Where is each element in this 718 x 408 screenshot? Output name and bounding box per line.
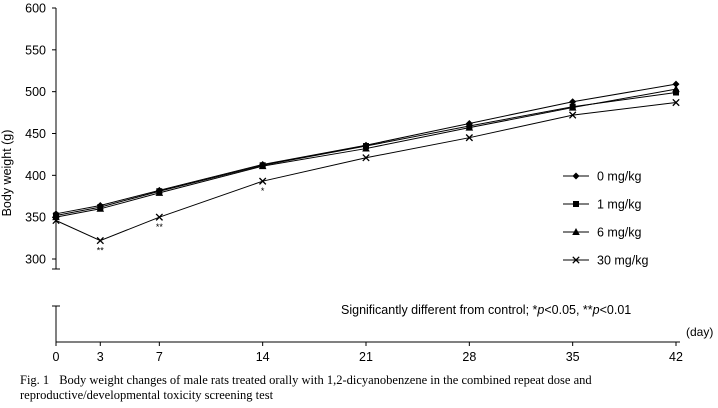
legend-label: 30 mg/kg: [597, 254, 648, 268]
x-tick-label: 7: [156, 350, 163, 364]
data-point: [96, 236, 104, 245]
y-tick-label: 550: [25, 43, 46, 57]
chart-legend: 0 mg/kg 1 mg/kg 6 mg/kg 30 mg/kg: [563, 170, 648, 268]
y-tick-label: 600: [25, 2, 46, 16]
data-point: [672, 85, 680, 93]
legend-item: 30 mg/kg: [563, 254, 648, 268]
x-tick-label: 21: [359, 350, 373, 364]
y-tick-label: 450: [25, 127, 46, 141]
significance-note: Significantly different from control; *p…: [341, 303, 631, 317]
significance-mark: **: [156, 222, 164, 232]
data-point: [155, 213, 163, 221]
legend-label: 6 mg/kg: [597, 226, 642, 240]
data-point: [465, 123, 474, 131]
data-point: [96, 204, 105, 212]
x-marker-stroke: [362, 154, 370, 162]
x-marker-stroke: [259, 177, 267, 185]
data-point: [569, 111, 577, 119]
significance-mark: **: [97, 246, 105, 256]
data-point: [673, 89, 679, 96]
data-point: [672, 98, 680, 107]
x-tick-label: 14: [256, 350, 270, 364]
data-point: [259, 177, 267, 185]
x-marker-stroke: [569, 111, 577, 119]
data-point: [155, 188, 164, 196]
x-marker-stroke: [96, 236, 104, 245]
legend-item: 6 mg/kg: [563, 226, 642, 240]
significance-mark: *: [261, 186, 265, 196]
x-tick-label: 0: [53, 350, 60, 364]
y-tick-label: 300: [25, 253, 46, 267]
x-axis-ticks: 0 3 7 14 21 28 35 42: [53, 342, 683, 364]
series-line: [55, 102, 677, 242]
x-tick-label: 28: [462, 350, 476, 364]
x-marker-stroke: [465, 134, 473, 142]
series-line: [55, 88, 677, 218]
data-point: [52, 216, 60, 225]
x-marker-stroke: [672, 98, 680, 107]
data-point: [258, 162, 267, 170]
series-line: [55, 83, 677, 215]
x-tick-label: 42: [669, 350, 683, 364]
x-marker-stroke: [52, 216, 60, 225]
data-point: [569, 98, 577, 106]
x-tick-label: 35: [566, 350, 580, 364]
data-point: [362, 154, 370, 162]
legend-item: 1 mg/kg: [563, 198, 642, 212]
data-point: [672, 80, 680, 88]
figure-label: Fig. 1: [20, 373, 50, 387]
data-point: [362, 144, 370, 152]
series-6-mg-kg: [52, 85, 680, 221]
data-point: [465, 134, 473, 142]
y-axis-ticks: 300 350 400 450 500 550 600: [25, 2, 56, 267]
x-marker-stroke: [155, 213, 163, 221]
chart-series: [52, 80, 680, 245]
x-marker-stroke: [572, 256, 580, 264]
legend-marker: [572, 228, 580, 235]
legend-marker: [572, 172, 580, 180]
legend-marker: [572, 256, 580, 264]
data-point: [568, 103, 577, 111]
chart-axes: [52, 8, 680, 343]
x-axis-label: (day): [686, 325, 713, 339]
legend-item: 0 mg/kg: [563, 170, 642, 184]
figure-caption: Fig. 1 Body weight changes of male rats t…: [20, 373, 710, 403]
legend-label: 1 mg/kg: [597, 198, 642, 212]
y-tick-label: 500: [25, 85, 46, 99]
legend-label: 0 mg/kg: [597, 170, 642, 184]
significance-marks: *****: [97, 186, 265, 255]
series-1-mg-kg: [53, 89, 679, 219]
figure-caption-text: Body weight changes of male rats treated…: [20, 373, 592, 402]
legend-marker: [573, 201, 579, 207]
y-tick-label: 350: [25, 211, 46, 225]
x-tick-label: 3: [97, 350, 104, 364]
series-line: [55, 92, 677, 216]
series-30-mg-kg: [52, 98, 680, 245]
y-tick-label: 400: [25, 169, 46, 183]
y-axis-label: Body weight (g): [0, 130, 14, 217]
